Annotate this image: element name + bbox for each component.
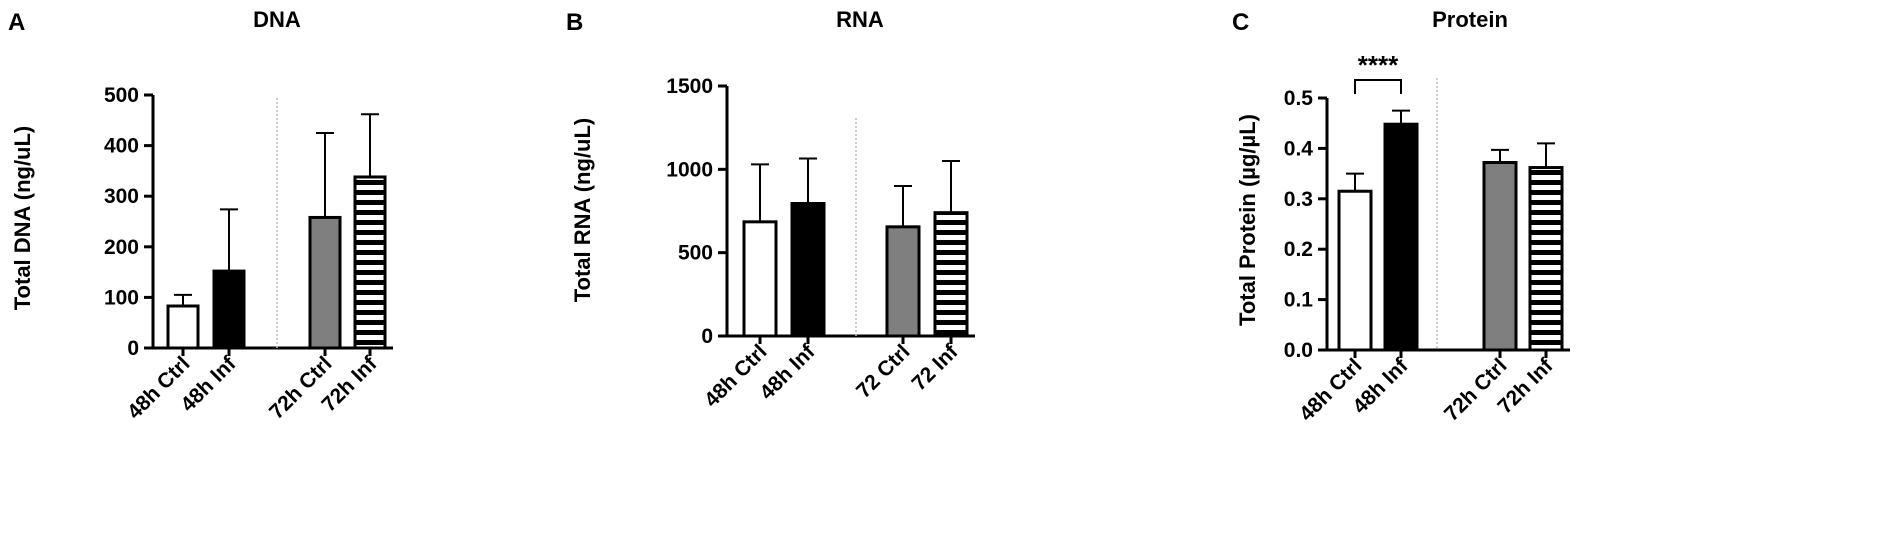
y-tick-label: 0.2 (1284, 238, 1313, 261)
bar (1383, 122, 1419, 352)
y-tick-label: 100 (104, 286, 139, 309)
bar (212, 269, 246, 350)
y-tick-label: 0.3 (1284, 188, 1313, 211)
y-tick-label: 500 (678, 242, 713, 265)
y-tick-label: 0.5 (1284, 87, 1314, 110)
y-axis-label: Total DNA (ng/uL) (10, 126, 35, 311)
bar (933, 211, 969, 338)
y-tick-label: 1500 (666, 75, 713, 98)
panel-c: C Protein Total Protein (µg/µL) 0.0 0.1 0.2 0.… (1232, 7, 1570, 426)
y-tick-label: 0.1 (1284, 289, 1314, 312)
significance-bracket (1354, 79, 1402, 94)
chart-title: RNA (836, 7, 884, 32)
chart-title: Protein (1432, 7, 1508, 32)
chart-title: DNA (253, 7, 301, 32)
bar (885, 225, 921, 338)
y-tick-label: 200 (104, 236, 139, 259)
y-tick-label: 0 (127, 337, 139, 360)
y-tick-label: 1000 (666, 158, 713, 181)
y-tick-label: 0 (701, 325, 713, 348)
y-tick-label: 500 (104, 84, 139, 107)
bar (166, 304, 200, 350)
x-tick-label: 48h Ctrl (123, 352, 195, 424)
panel-letter: B (566, 9, 583, 36)
bar (308, 215, 342, 350)
panel-letter: C (1232, 9, 1249, 36)
x-tick-label: 48h Ctrl (700, 340, 772, 412)
significance-label: **** (1358, 50, 1399, 80)
y-tick-label: 0.0 (1284, 339, 1313, 362)
y-axis-label: Total Protein (µg/µL) (1235, 114, 1260, 326)
x-tick-label: 72h Ctrl (265, 352, 337, 424)
y-axis-label: Total RNA (ng/uL) (570, 118, 595, 303)
y-tick-label: 0.4 (1284, 137, 1314, 160)
x-tick-label: 72 Inf (907, 340, 963, 396)
panel-b: B RNA Total RNA (ng/uL) 0 500 1000 1500 48h Ctr… (566, 7, 975, 412)
panel-letter: A (8, 9, 25, 36)
bar (353, 175, 387, 350)
x-tick-label: 72 Ctrl (852, 340, 914, 402)
bar (1337, 189, 1373, 352)
bar (1482, 161, 1518, 352)
y-tick-label: 400 (104, 135, 139, 158)
bar (1528, 166, 1564, 352)
y-tick-label: 300 (104, 185, 139, 208)
x-tick-label: 48h Inf (755, 340, 820, 405)
bar (742, 220, 778, 338)
x-tick-label: 72h Ctrl (1440, 354, 1512, 426)
bar (790, 202, 826, 338)
x-tick-label: 48h Ctrl (1295, 354, 1367, 426)
panel-a: A DNA Total DNA (ng/uL) 0 100 200 300 400 500 48h… (8, 7, 393, 424)
